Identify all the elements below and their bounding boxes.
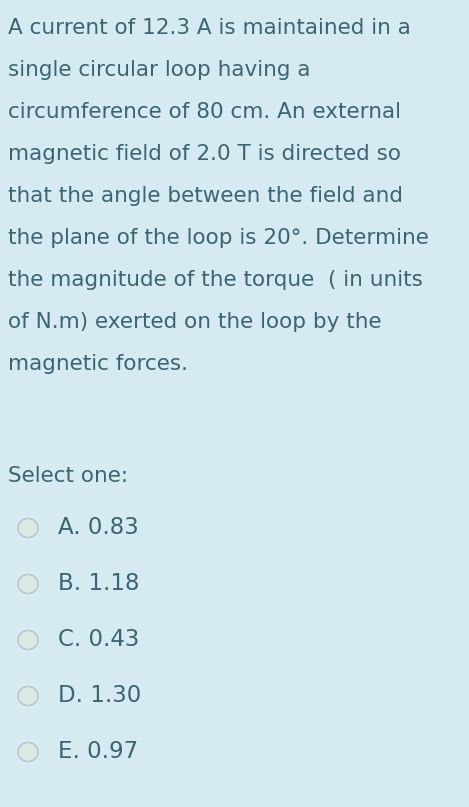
Text: the plane of the loop is 20°. Determine: the plane of the loop is 20°. Determine: [8, 228, 429, 248]
Text: single circular loop having a: single circular loop having a: [8, 60, 310, 80]
Text: circumference of 80 cm. An external: circumference of 80 cm. An external: [8, 102, 401, 122]
Text: D. 1.30: D. 1.30: [58, 684, 141, 708]
Text: magnetic forces.: magnetic forces.: [8, 354, 188, 374]
Text: E. 0.97: E. 0.97: [58, 741, 138, 763]
Ellipse shape: [18, 575, 38, 593]
Ellipse shape: [18, 742, 38, 762]
Ellipse shape: [18, 687, 38, 705]
Text: magnetic field of 2.0 T is directed so: magnetic field of 2.0 T is directed so: [8, 144, 401, 164]
Text: A. 0.83: A. 0.83: [58, 516, 139, 540]
Text: of N.m) exerted on the loop by the: of N.m) exerted on the loop by the: [8, 312, 382, 332]
Text: C. 0.43: C. 0.43: [58, 629, 139, 651]
Text: that the angle between the field and: that the angle between the field and: [8, 186, 403, 206]
Ellipse shape: [18, 519, 38, 537]
Text: Select one:: Select one:: [8, 466, 128, 486]
Ellipse shape: [18, 630, 38, 650]
Text: the magnitude of the torque  ( in units: the magnitude of the torque ( in units: [8, 270, 423, 290]
Text: A current of 12.3 A is maintained in a: A current of 12.3 A is maintained in a: [8, 18, 411, 38]
Text: B. 1.18: B. 1.18: [58, 572, 139, 596]
